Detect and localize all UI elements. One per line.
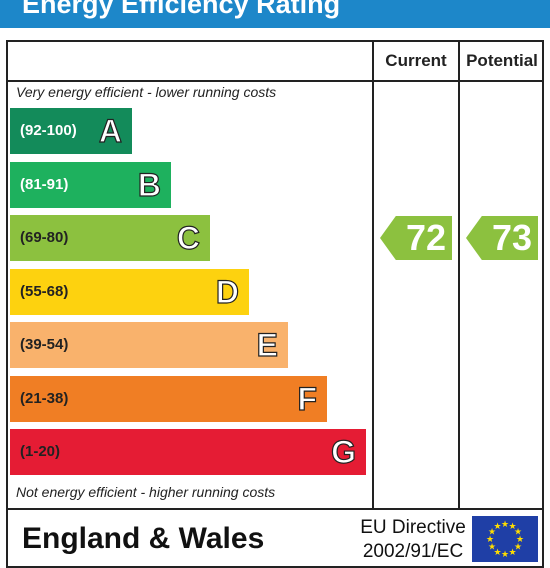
- band-letter: F: [297, 380, 318, 417]
- band-range: (81-91): [20, 175, 69, 193]
- band-range: (55-68): [20, 282, 69, 300]
- current-rating-value: 72: [405, 217, 446, 258]
- eu-star-icon: ★: [514, 542, 522, 552]
- column-divider: [458, 42, 460, 508]
- eu-star-icon: ★: [516, 534, 524, 544]
- region-label: England & Wales: [22, 522, 265, 555]
- potential-rating-arrow: 73: [466, 216, 538, 260]
- band-d: (55-68) D: [10, 268, 249, 315]
- header-divider: [8, 80, 542, 82]
- column-divider: [372, 42, 374, 508]
- current-rating-arrow: 72: [380, 216, 452, 260]
- band-letter: D: [215, 273, 239, 310]
- potential-rating-value: 73: [491, 217, 532, 258]
- eu-star-icon: ★: [514, 527, 522, 537]
- potential-column-header: Potential: [466, 51, 538, 70]
- band-c: (69-80) C: [10, 215, 210, 261]
- eu-directive: EU Directive 2002/91/EC: [358, 516, 468, 564]
- rating-chart: Current Potential Very energy efficient …: [6, 40, 544, 510]
- band-letter: C: [176, 219, 200, 256]
- band-letter: A: [98, 112, 122, 149]
- eu-flag-icon: ★ ★ ★ ★ ★ ★ ★ ★ ★ ★ ★ ★: [472, 516, 538, 562]
- band-letter: G: [331, 433, 357, 470]
- title-bar: Energy Efficiency Rating: [0, 0, 550, 28]
- page-title: Energy Efficiency Rating: [22, 0, 341, 19]
- band-range: (69-80): [20, 229, 69, 246]
- band-letter: E: [256, 326, 279, 363]
- eu-star-icon: ★: [501, 549, 509, 559]
- directive-line-1: EU Directive: [360, 517, 466, 538]
- eu-star-icon: ★: [486, 534, 494, 544]
- band-g: (1-20) G: [10, 429, 366, 475]
- inefficient-note: Not energy efficient - higher running co…: [16, 484, 276, 500]
- band-b: (81-91) B: [10, 161, 171, 208]
- band-e: (39-54) E: [10, 322, 288, 368]
- band-a: (92-100) A: [10, 108, 132, 154]
- efficient-note: Very energy efficient - lower running co…: [16, 84, 277, 100]
- eu-star-icon: ★: [488, 542, 496, 552]
- band-letter: B: [137, 166, 161, 203]
- eu-star-icon: ★: [508, 521, 516, 531]
- eu-star-icon: ★: [493, 521, 501, 531]
- footer: England & Wales EU Directive 2002/91/EC …: [6, 508, 544, 568]
- band-f: (21-38) F: [10, 375, 327, 422]
- eu-star-icon: ★: [501, 519, 509, 529]
- band-range: (92-100): [20, 122, 77, 139]
- band-range: (21-38): [20, 389, 69, 407]
- current-column-header: Current: [385, 51, 447, 70]
- directive-line-2: 2002/91/EC: [362, 541, 464, 562]
- band-range: (39-54): [20, 336, 69, 353]
- eu-star-icon: ★: [488, 527, 496, 537]
- band-range: (1-20): [20, 443, 61, 460]
- eu-star-icon: ★: [508, 547, 516, 557]
